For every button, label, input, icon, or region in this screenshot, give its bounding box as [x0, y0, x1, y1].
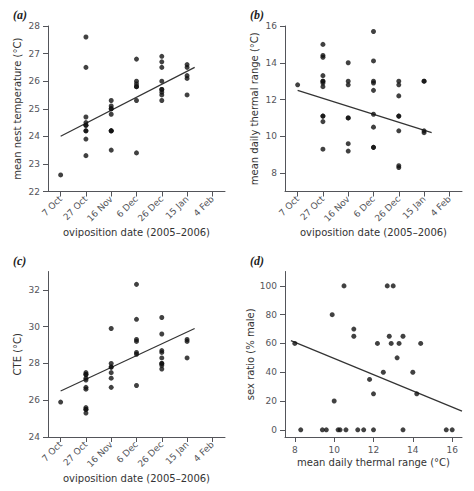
- svg-text:CTE (°C): CTE (°C): [12, 333, 23, 375]
- svg-text:60: 60: [266, 338, 278, 348]
- svg-text:15 Jan: 15 Jan: [401, 194, 428, 221]
- svg-text:15 Jan: 15 Jan: [164, 439, 191, 466]
- svg-text:27 Oct: 27 Oct: [298, 194, 327, 223]
- svg-text:mean daily thermal range (°C): mean daily thermal range (°C): [249, 32, 260, 185]
- svg-text:16 Nov: 16 Nov: [322, 193, 352, 223]
- svg-text:7 Oct: 7 Oct: [277, 194, 302, 219]
- svg-text:20: 20: [266, 396, 278, 406]
- svg-text:14: 14: [407, 445, 419, 455]
- svg-text:26 Dec: 26 Dec: [136, 439, 166, 469]
- svg-text:4 Feb: 4 Feb: [192, 439, 217, 464]
- svg-text:(d): (d): [250, 254, 264, 268]
- svg-text:6 Dec: 6 Dec: [114, 439, 140, 465]
- svg-text:sex ratio (% male): sex ratio (% male): [245, 308, 256, 400]
- svg-text:27: 27: [29, 49, 40, 59]
- svg-text:24: 24: [29, 432, 41, 442]
- svg-text:23: 23: [29, 159, 40, 169]
- svg-text:(a): (a): [13, 8, 27, 22]
- svg-text:16 Nov: 16 Nov: [85, 439, 115, 469]
- svg-text:12: 12: [368, 445, 379, 455]
- svg-text:16: 16: [446, 445, 458, 455]
- svg-text:7 Oct: 7 Oct: [40, 439, 65, 464]
- svg-text:mean nest temperature (°C): mean nest temperature (°C): [12, 38, 23, 180]
- svg-text:80: 80: [266, 310, 278, 320]
- svg-text:30: 30: [29, 322, 41, 332]
- svg-text:6 Dec: 6 Dec: [351, 194, 377, 220]
- svg-text:oviposition date (2005–2006): oviposition date (2005–2006): [63, 473, 210, 484]
- svg-text:27 Oct: 27 Oct: [61, 194, 90, 223]
- svg-text:16: 16: [266, 21, 278, 31]
- svg-text:28: 28: [29, 21, 41, 31]
- svg-text:(b): (b): [250, 8, 264, 22]
- svg-text:100: 100: [260, 281, 277, 291]
- svg-text:4 Feb: 4 Feb: [192, 194, 217, 219]
- svg-text:10: 10: [266, 131, 278, 141]
- svg-text:(c): (c): [13, 254, 26, 268]
- svg-text:15 Jan: 15 Jan: [164, 194, 191, 221]
- svg-text:14: 14: [266, 58, 278, 68]
- svg-text:7 Oct: 7 Oct: [40, 194, 65, 219]
- svg-text:12: 12: [266, 95, 277, 105]
- svg-text:8: 8: [271, 168, 277, 178]
- svg-text:27 Oct: 27 Oct: [61, 439, 90, 468]
- svg-text:26: 26: [29, 395, 41, 405]
- svg-text:8: 8: [292, 445, 298, 455]
- svg-text:10: 10: [328, 445, 340, 455]
- svg-text:26 Dec: 26 Dec: [136, 194, 166, 224]
- svg-text:22: 22: [29, 187, 40, 197]
- svg-text:24: 24: [29, 131, 41, 141]
- svg-text:16 Nov: 16 Nov: [85, 193, 115, 223]
- svg-text:oviposition date (2005–2006): oviposition date (2005–2006): [300, 227, 447, 238]
- svg-text:25: 25: [29, 104, 40, 114]
- svg-text:4 Feb: 4 Feb: [429, 194, 454, 219]
- svg-text:28: 28: [29, 358, 41, 368]
- svg-text:40: 40: [266, 367, 278, 377]
- svg-text:32: 32: [29, 285, 40, 295]
- svg-text:0: 0: [271, 425, 277, 435]
- svg-text:6 Dec: 6 Dec: [114, 194, 140, 220]
- svg-text:oviposition date (2005–2006): oviposition date (2005–2006): [63, 227, 210, 238]
- svg-text:mean daily thermal range (°C): mean daily thermal range (°C): [297, 457, 450, 468]
- svg-text:26 Dec: 26 Dec: [373, 194, 403, 224]
- svg-text:26: 26: [29, 76, 41, 86]
